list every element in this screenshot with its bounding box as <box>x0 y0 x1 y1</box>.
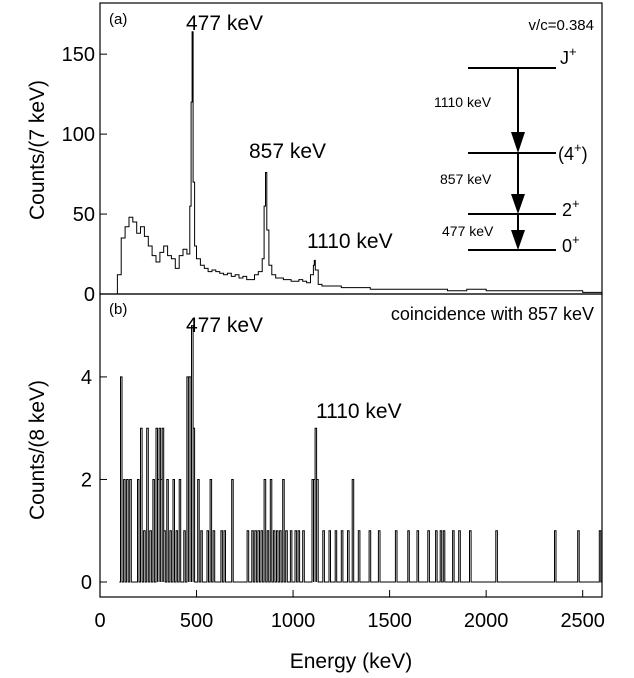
panel-b-y-axis: 0 2 4 <box>81 367 107 594</box>
arrowhead-477-icon <box>511 230 525 250</box>
y-tick-label-b-4: 4 <box>81 367 92 389</box>
x-axis-label: Energy (keV) <box>290 650 413 673</box>
panel-a-corner-note: v/c=0.384 <box>529 17 594 34</box>
y-tick-label-a-100: 100 <box>62 124 95 146</box>
level-label-2: 2+ <box>562 196 580 220</box>
level-4-name: (4 <box>558 144 574 164</box>
x-tick-label-1000: 1000 <box>271 610 316 632</box>
level-scheme: 1110 keV 857 keV 477 keV J+ (4+) 2+ 0+ <box>434 44 588 256</box>
level-0-name: 0 <box>562 236 572 256</box>
panel-b-label: (b) <box>109 301 127 318</box>
x-tick-label-2000: 2000 <box>464 610 509 632</box>
y-tick-label-a-150: 150 <box>62 44 95 66</box>
x-tick-label-500: 500 <box>180 610 213 632</box>
panel-b-x-axis: 0 500 1000 1500 2000 2500 <box>94 590 605 632</box>
transition-label-1110: 1110 keV <box>434 94 492 110</box>
panel-b-corner-note: coincidence with 857 keV <box>391 304 594 324</box>
level-4-close: ) <box>582 144 588 164</box>
x-tick-label-1500: 1500 <box>367 610 412 632</box>
x-tick-label-0: 0 <box>94 610 105 632</box>
level-label-4: (4+) <box>558 140 588 164</box>
peak-label-1110: 1110 keV <box>307 230 393 253</box>
panel-b-frame <box>99 293 603 598</box>
panel-b-y-label: Counts/(8 keV) <box>26 380 49 520</box>
arrowhead-857-icon <box>511 194 525 214</box>
panel-a-y-label: Counts/(7 keV) <box>26 80 49 220</box>
panel-a-y-axis: 0 50 100 150 <box>62 44 107 306</box>
panel-a-spectrum-line <box>113 31 603 295</box>
y-tick-label-b-0: 0 <box>81 572 92 594</box>
arrowhead-1110-icon <box>511 132 525 153</box>
y-tick-label-a-0: 0 <box>84 284 95 306</box>
level-2-name: 2 <box>562 200 572 220</box>
level-label-0: 0+ <box>562 232 580 256</box>
transition-label-857: 857 keV <box>440 171 492 187</box>
peak-label-1110-b: 1110 keV <box>316 400 402 423</box>
panel-b-histogram <box>119 325 602 583</box>
level-2-parity: + <box>572 196 580 211</box>
level-4-parity: + <box>574 140 582 155</box>
peak-label-477: 477 keV <box>186 12 263 35</box>
y-tick-label-a-50: 50 <box>73 204 95 226</box>
transition-label-477: 477 keV <box>442 223 494 239</box>
level-j-name: J <box>560 48 569 68</box>
panel-a-label: (a) <box>109 11 127 28</box>
level-0-parity: + <box>572 232 580 247</box>
peak-label-857: 857 keV <box>249 140 326 163</box>
level-j-parity: + <box>569 44 577 59</box>
panel-b: 0 2 4 0 500 1000 1500 2000 2500 (b) coincidence… <box>26 293 605 673</box>
y-tick-label-b-2: 2 <box>81 469 92 491</box>
level-label-j: J+ <box>560 44 577 68</box>
peak-label-477-b: 477 keV <box>186 314 263 337</box>
x-tick-label-2500: 2500 <box>560 610 605 632</box>
